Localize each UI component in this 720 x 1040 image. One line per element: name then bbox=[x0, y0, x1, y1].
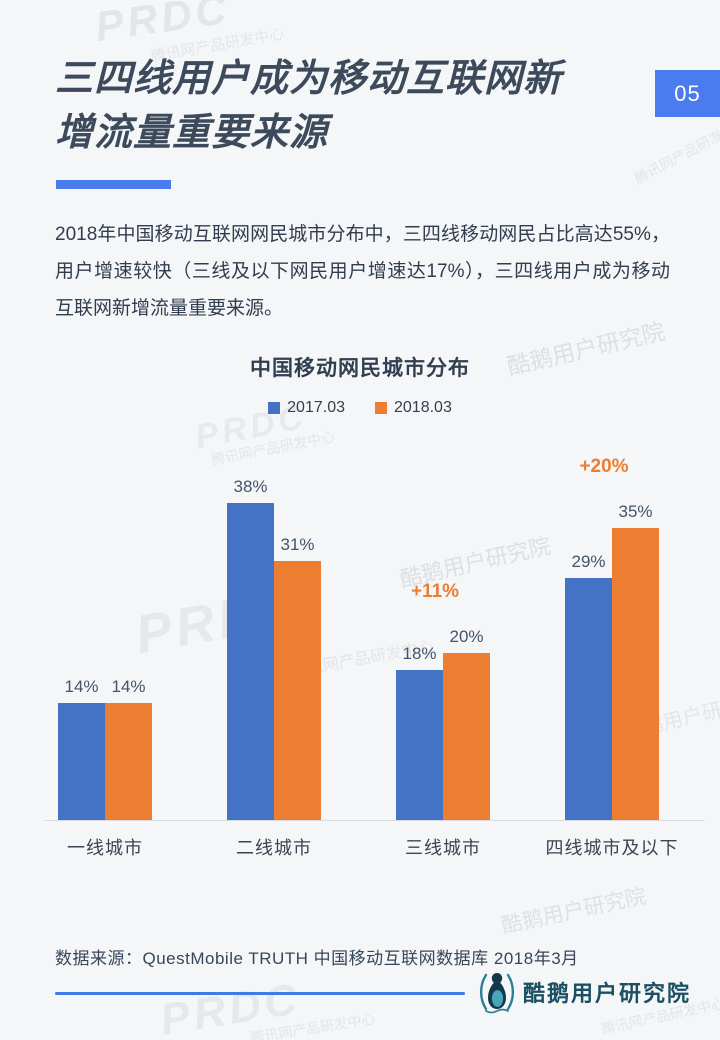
bar-2018.03-三线城市 bbox=[443, 653, 490, 820]
bar-value-label: 31% bbox=[280, 535, 315, 554]
bar-2018.03-四线城市及以下 bbox=[612, 528, 659, 820]
watermark-dept: 腾讯网产品研发中心 bbox=[249, 1010, 377, 1040]
page-number-badge: 05 bbox=[655, 70, 720, 117]
bar-2018.03-二线城市 bbox=[274, 561, 321, 820]
legend-swatch bbox=[375, 402, 387, 414]
category-label-一线城市: 一线城市 bbox=[67, 838, 143, 858]
bar-group-二线城市: 38% 31% bbox=[227, 440, 321, 820]
goose-logo-icon bbox=[479, 973, 515, 1014]
page-title-line1: 三四线用户成为移动互联网新 bbox=[55, 58, 563, 100]
watermark-lab: 酷鹅用户研究院 bbox=[499, 884, 649, 938]
bar-group-四线城市及以下: 29% 35% +20% bbox=[565, 440, 659, 820]
data-source-note: 数据来源：QuestMobile TRUTH 中国移动互联网数据库 2018年3… bbox=[55, 949, 579, 968]
bar-value-label: 14% bbox=[111, 677, 146, 696]
bar-2017.03-四线城市及以下 bbox=[565, 578, 612, 820]
bar-2017.03-二线城市 bbox=[227, 503, 274, 820]
growth-annotation: +11% bbox=[410, 581, 460, 602]
bar-value-label: 14% bbox=[64, 677, 99, 696]
bar-value-label: 20% bbox=[449, 627, 484, 646]
chart-title: 中国移动网民城市分布 bbox=[250, 357, 470, 380]
bar-chart-plot: 14% 14% 38% 31% 18% 20% +11% 29% 35% +20% bbox=[45, 440, 705, 821]
chart-legend: 2017.03 2018.03 bbox=[0, 399, 720, 417]
legend-label: 2018.03 bbox=[394, 399, 452, 416]
watermark-prdc: PRDC bbox=[156, 974, 304, 1040]
legend-swatch bbox=[268, 402, 281, 414]
footer-divider bbox=[55, 992, 465, 995]
page-title-line2: 增流量重要来源 bbox=[55, 112, 329, 154]
bar-value-label: 38% bbox=[233, 477, 268, 496]
category-label-二线城市: 二线城市 bbox=[236, 838, 312, 858]
brand-logo-text: 酷鹅用户研究院 bbox=[523, 981, 692, 1006]
bar-value-label: 29% bbox=[571, 552, 606, 571]
bar-2017.03-三线城市 bbox=[396, 670, 443, 820]
bar-value-label: 35% bbox=[618, 502, 653, 521]
title-underline bbox=[56, 180, 171, 189]
brand-logo: 酷鹅用户研究院 bbox=[477, 968, 691, 1016]
bar-2018.03-一线城市 bbox=[105, 703, 152, 820]
bar-group-三线城市: 18% 20% +11% bbox=[396, 440, 490, 820]
legend-label: 2017.03 bbox=[287, 399, 345, 416]
category-label-三线城市: 三线城市 bbox=[405, 838, 481, 858]
category-label-四线城市及以下: 四线城市及以下 bbox=[545, 838, 679, 858]
bar-group-一线城市: 14% 14% bbox=[58, 440, 152, 820]
watermark-prdc: PRDC bbox=[92, 0, 233, 51]
page-title: 三四线用户成为移动互联网新 增流量重要来源 bbox=[55, 52, 655, 160]
intro-paragraph: 2018年中国移动互联网网民城市分布中，三四线移动网民占比高达55%，用户增速较… bbox=[55, 224, 670, 319]
bar-value-label: 18% bbox=[402, 644, 437, 663]
legend-item-2018.03: 2018.03 bbox=[375, 399, 452, 417]
bar-2017.03-一线城市 bbox=[58, 703, 105, 820]
legend-item-2017.03: 2017.03 bbox=[268, 399, 345, 417]
growth-annotation: +20% bbox=[579, 456, 629, 477]
